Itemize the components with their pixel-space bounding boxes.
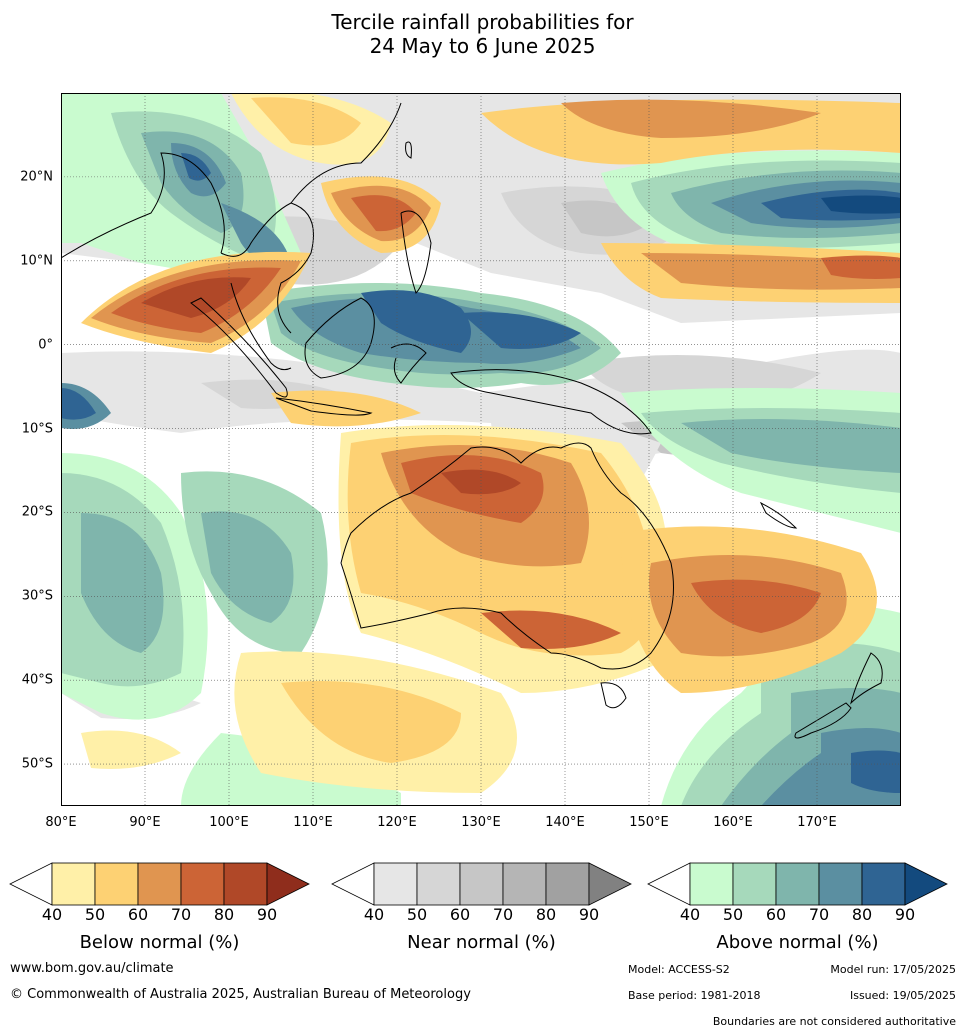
issued-text: Issued: 19/05/2025 (849, 989, 956, 1002)
colorbar-segment (51, 862, 96, 906)
coast-philippines (400, 210, 432, 294)
lon-label: 140°E (545, 815, 585, 830)
coast-borneo (304, 297, 375, 379)
coast-java (275, 397, 373, 416)
colorbar-tick-label: 50 (406, 905, 428, 924)
lat-label: 40°S (21, 672, 53, 688)
colorbar-tick-label: 60 (449, 905, 471, 924)
colorbar-tick-label: 40 (363, 905, 385, 924)
colorbar-tick-label: 50 (722, 905, 744, 924)
lon-label: 130°E (461, 815, 501, 830)
colorbar-tick-label: 80 (213, 905, 235, 924)
colorbar-title: Below normal (%) (79, 932, 240, 953)
colorbar-svg (9, 862, 310, 906)
website-text: www.bom.gov.au/climate (10, 961, 174, 976)
colorbar-tick-label: 70 (170, 905, 192, 924)
map-title: Tercile rainfall probabilities for 24 Ma… (0, 10, 965, 58)
colorbar-segment (223, 862, 268, 906)
colorbar-segment (94, 862, 139, 906)
base-period-text: Base period: 1981-2018 (628, 989, 761, 1002)
colorbar-tick-label: 80 (851, 905, 873, 924)
coast-indochina (220, 202, 314, 334)
colorbar-low-extension (331, 862, 375, 906)
colorbar-segment (459, 862, 504, 906)
colorbar-segment (502, 862, 547, 906)
colorbar-high-extension (588, 862, 632, 906)
colorbar-tick-label: 60 (765, 905, 787, 924)
coast-tasmania (600, 682, 627, 709)
lon-label: 170°E (797, 815, 837, 830)
colorbar-tick-label: 90 (256, 905, 278, 924)
colorbar (647, 862, 948, 906)
graticule (61, 93, 901, 806)
colorbar-tick-label: 70 (492, 905, 514, 924)
lon-label: 80°E (45, 815, 77, 830)
title-line-2: 24 May to 6 June 2025 (369, 34, 596, 58)
lon-label: 160°E (713, 815, 753, 830)
lat-label: 0° (38, 337, 53, 353)
lat-label: 30°S (21, 588, 53, 604)
colorbar-segment (180, 862, 225, 906)
coast-india-burma (61, 152, 225, 259)
map-border (61, 93, 901, 806)
colorbar-tick-label: 90 (578, 905, 600, 924)
colorbar-segment (373, 862, 418, 906)
model-run-text: Model run: 17/05/2025 (830, 963, 956, 976)
colorbar (331, 862, 632, 906)
lon-label: 150°E (629, 815, 669, 830)
coast-australia (340, 442, 674, 670)
map-canvas (61, 93, 901, 806)
lat-label: 10°S (21, 421, 53, 437)
colorbar-segment (137, 862, 182, 906)
colorbar-tick-label: 90 (894, 905, 916, 924)
lon-label: 100°E (209, 815, 249, 830)
above-normal-field (61, 93, 901, 806)
colorbar-tick-label: 80 (535, 905, 557, 924)
model-text: Model: ACCESS-S2 (628, 963, 730, 976)
lat-label: 10°N (20, 253, 53, 269)
colorbar-high-extension (904, 862, 948, 906)
colorbar-low-extension (9, 862, 53, 906)
coast-new-zealand-south (794, 702, 852, 739)
colorbar-svg (331, 862, 632, 906)
colorbar-segment (545, 862, 590, 906)
lon-label: 110°E (293, 815, 333, 830)
colorbar-tick-label: 50 (84, 905, 106, 924)
title-line-1: Tercile rainfall probabilities for (331, 10, 634, 34)
coast-malay-peninsula (230, 282, 292, 371)
colorbar-title: Near normal (%) (407, 932, 556, 953)
colorbar-tick-label: 40 (41, 905, 63, 924)
lat-label: 50°S (21, 756, 53, 772)
colorbar-segment (689, 862, 734, 906)
lon-label: 90°E (129, 815, 161, 830)
colorbar-segment (775, 862, 820, 906)
colorbar-title: Above normal (%) (716, 932, 879, 953)
colorbar-low-extension (647, 862, 691, 906)
colorbar-tick-label: 70 (808, 905, 830, 924)
coast-new-caledonia (759, 501, 798, 529)
colorbar-svg (647, 862, 948, 906)
disclaimer-text: Boundaries are not considered authoritat… (712, 1015, 956, 1028)
coast-china (290, 102, 402, 204)
lat-label: 20°N (20, 169, 53, 185)
colorbar-segment (818, 862, 863, 906)
lat-label: 20°S (21, 504, 53, 520)
copyright-text: © Commonwealth of Australia 2025, Austra… (10, 987, 471, 1002)
colorbar-tick-label: 40 (679, 905, 701, 924)
lon-label: 120°E (377, 815, 417, 830)
coast-new-guinea (450, 369, 652, 435)
colorbar-high-extension (266, 862, 310, 906)
rainfall-probability-map (61, 93, 901, 806)
coast-new-zealand-north (850, 652, 883, 705)
coast-taiwan (405, 141, 412, 159)
colorbar-segment (861, 862, 906, 906)
below-normal-field (81, 93, 901, 793)
colorbar-segment (416, 862, 461, 906)
coast-sulawesi (390, 343, 427, 384)
colorbar-segment (732, 862, 777, 906)
colorbar (9, 862, 310, 906)
colorbar-tick-label: 60 (127, 905, 149, 924)
